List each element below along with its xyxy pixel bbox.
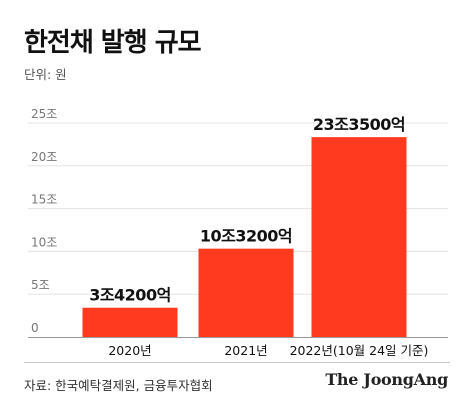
y-tick-label: 10조 xyxy=(31,235,57,249)
source-note: 자료: 한국예탁결제원, 금융투자협회 xyxy=(24,378,213,393)
bar-1 xyxy=(82,307,178,337)
y-tick-label: 25조 xyxy=(31,107,57,121)
y-tick-label: 15조 xyxy=(31,193,57,207)
brand-logo: The JoongAng xyxy=(325,370,448,389)
chart-title: 한전채 발행 규모 xyxy=(24,28,202,58)
y-tick-label: 20조 xyxy=(31,150,57,164)
bar-value-label: 23조3500억 xyxy=(313,115,405,134)
footer-divider xyxy=(24,362,450,363)
bar-value-label: 10조3200억 xyxy=(200,227,292,246)
x-category-label: 2021년 xyxy=(224,343,267,358)
y-tick-label: 5조 xyxy=(31,278,50,292)
bar-2 xyxy=(198,248,294,337)
y-tick-label: 0 xyxy=(31,321,39,335)
bar-value-label: 3조4200억 xyxy=(89,286,171,305)
unit-label: 단위: 원 xyxy=(24,67,67,82)
bar-3 xyxy=(311,137,407,337)
x-category-label: 2022년(10월 24일 기준) xyxy=(290,343,429,358)
x-category-label: 2020년 xyxy=(108,343,151,358)
